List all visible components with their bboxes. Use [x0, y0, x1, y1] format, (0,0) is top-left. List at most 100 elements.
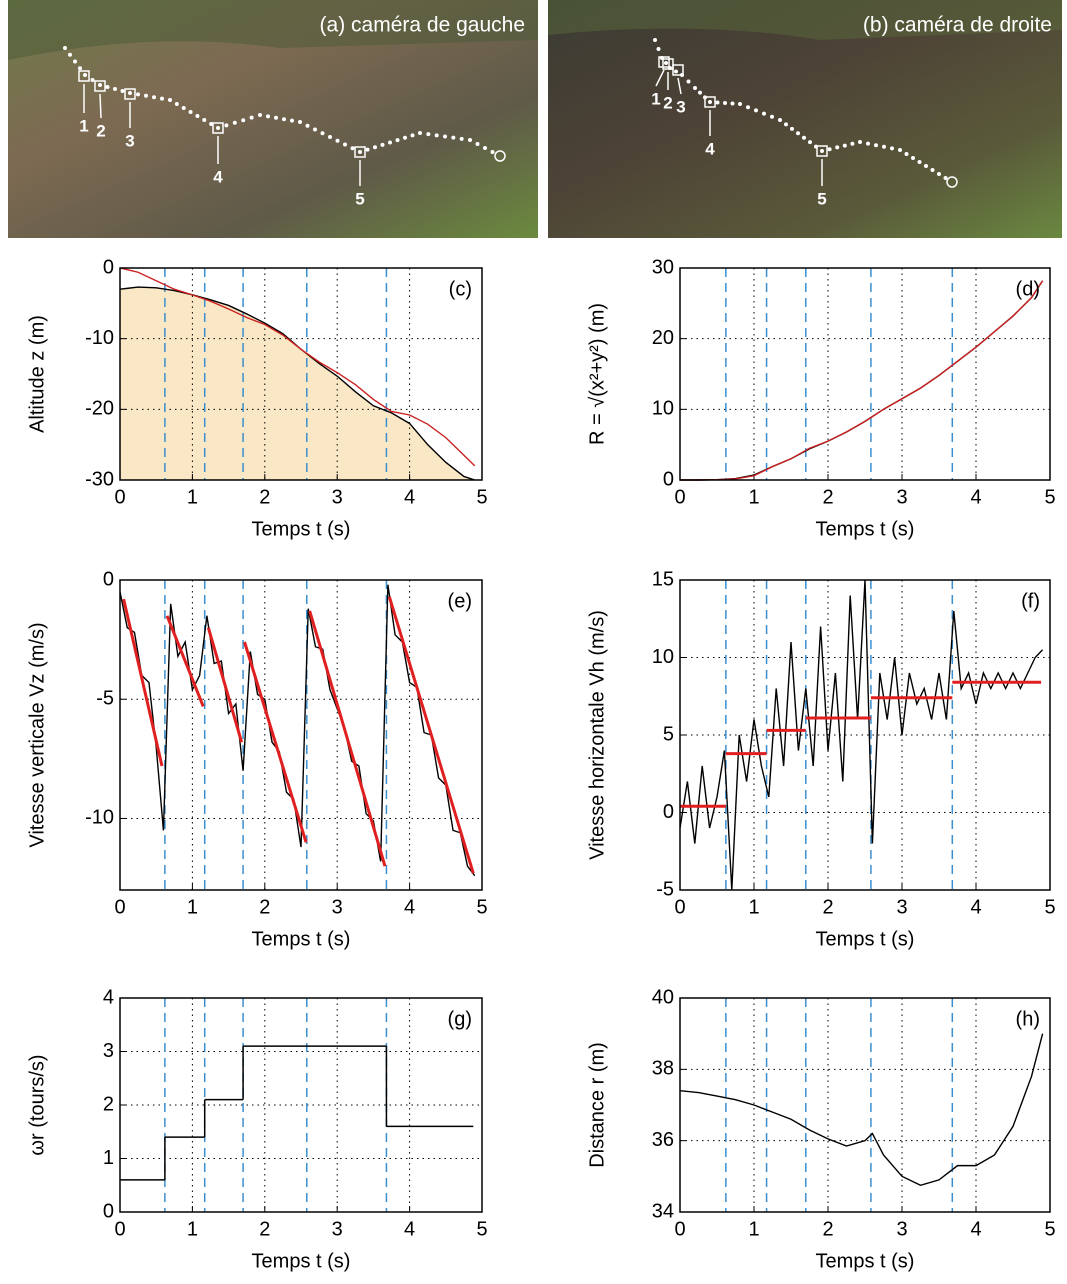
chart-panel: 0 1 2 3 4 5 -10 -5 0 (e) Temps t (s) Vitesse vertic… — [26, 568, 487, 950]
trajectory-dot — [483, 146, 487, 150]
x-tick-label: 4 — [970, 1218, 981, 1240]
photo-title: (b) caméra de droite — [863, 14, 1052, 37]
panel-label: (g) — [448, 1008, 472, 1030]
trajectory-dot — [224, 123, 229, 128]
trajectory-dot — [754, 108, 758, 113]
y-axis-label: Vitesse horizontale Vh (m/s) — [586, 610, 608, 860]
end-block — [494, 150, 506, 162]
trajectory-dot — [73, 59, 77, 64]
trajectory-dot — [746, 105, 750, 110]
y-tick-label: 30 — [652, 256, 674, 278]
fit-line — [165, 615, 205, 707]
trajectory-dot — [195, 114, 200, 118]
x-tick-label: 3 — [332, 1218, 343, 1240]
marker-number: 3 — [676, 97, 685, 116]
x-tick-label: 2 — [822, 896, 833, 918]
x-tick-label: 1 — [187, 486, 198, 508]
trajectory-dot — [426, 132, 431, 137]
x-axis-label: Temps t (s) — [252, 928, 351, 950]
plot-frame — [119, 579, 483, 891]
marker-box — [662, 58, 674, 70]
trajectory-dot — [216, 126, 220, 130]
trajectory-dot — [917, 160, 922, 164]
y-tick-label: 36 — [652, 1129, 674, 1151]
marker-number: 3 — [125, 131, 134, 150]
trajectory-dot — [128, 91, 132, 95]
x-tick-label: 4 — [970, 896, 981, 918]
trajectory-dot — [656, 47, 661, 51]
y-tick-label: 0 — [663, 801, 674, 823]
trajectory-dot — [320, 131, 325, 136]
trajectory-dot — [698, 90, 702, 95]
x-tick-label: 4 — [970, 486, 981, 508]
trajectory-dot — [778, 118, 782, 122]
marker-box — [704, 96, 716, 108]
trajectory-dot — [835, 145, 840, 150]
trajectory-dot — [738, 102, 742, 106]
trajectory-dot — [335, 138, 340, 143]
trajectory-dot — [188, 110, 193, 114]
plot-frame — [679, 997, 1051, 1213]
trajectory-dot — [890, 146, 894, 151]
x-axis-label: Temps t (s) — [816, 518, 915, 540]
x-axis-label: Temps t (s) — [252, 518, 351, 540]
photo-hill — [548, 0, 1062, 40]
area — [120, 287, 475, 480]
trajectory-dot — [858, 140, 862, 144]
marker-number: 5 — [355, 189, 364, 208]
trajectory-dot — [373, 145, 377, 150]
data-line — [680, 280, 1044, 481]
trajectory-dot — [490, 150, 495, 154]
trajectory-dot — [802, 135, 806, 140]
marker-number: 2 — [96, 121, 105, 140]
trajectory-dot — [468, 138, 472, 142]
y-tick-label: 20 — [652, 327, 674, 349]
trajectory-dot — [475, 142, 480, 146]
fit-line — [308, 610, 387, 867]
trajectory-dot — [202, 118, 207, 122]
x-tick-label: 2 — [822, 486, 833, 508]
trajectory-dot — [181, 106, 186, 110]
marker-box — [78, 70, 90, 82]
y-tick-label: -30 — [85, 468, 114, 490]
y-tick-label: 2 — [103, 1093, 114, 1115]
x-tick-label: 3 — [332, 896, 343, 918]
x-tick-label: 1 — [187, 1218, 198, 1240]
trajectory-dot — [924, 164, 928, 168]
x-tick-label: 0 — [114, 1218, 125, 1240]
trajectory-dot — [434, 133, 439, 138]
x-tick-label: 1 — [748, 486, 759, 508]
trajectory-dot — [762, 111, 766, 116]
trajectory-dot — [904, 152, 909, 156]
trajectory-dot — [83, 73, 87, 77]
trajectory-dot — [68, 52, 72, 57]
x-tick-label: 5 — [1044, 896, 1055, 918]
marker-box — [672, 64, 684, 76]
trajectory-dot — [249, 115, 254, 120]
plot-frame — [679, 267, 1051, 481]
trajectory-dot — [350, 146, 355, 151]
trajectory-dot — [380, 142, 385, 147]
marker-number: 4 — [213, 167, 223, 186]
x-tick-label: 2 — [259, 1218, 270, 1240]
y-tick-label: 0 — [103, 1200, 114, 1222]
x-tick-label: 0 — [114, 896, 125, 918]
trajectory-dot — [305, 123, 310, 128]
marker-box — [816, 145, 828, 157]
trajectory-dot — [674, 69, 678, 74]
trajectory-dot — [174, 102, 179, 106]
data-line — [679, 579, 1044, 891]
trajectory-dot — [796, 131, 800, 136]
x-tick-label: 4 — [404, 1218, 415, 1240]
trajectory-dot — [90, 78, 95, 82]
photo-right — [548, 0, 1062, 238]
x-tick-label: 3 — [332, 486, 343, 508]
trajectory-dot — [874, 143, 878, 148]
trajectory-dot — [459, 136, 464, 141]
y-tick-label: 0 — [103, 256, 114, 278]
y-tick-label: 5 — [663, 723, 674, 745]
trajectory-dot — [241, 118, 246, 123]
x-tick-label: 4 — [404, 486, 415, 508]
trajectory-dot — [850, 141, 855, 146]
trajectory-dot — [232, 120, 237, 125]
